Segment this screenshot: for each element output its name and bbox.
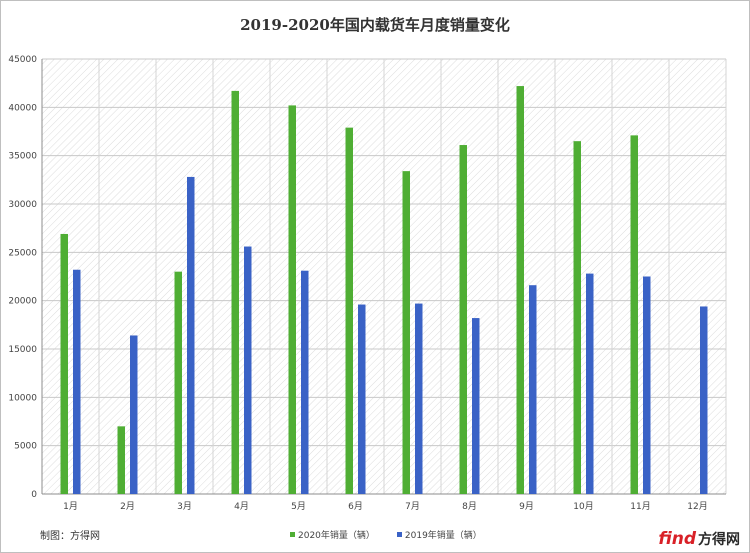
y-tick-label: 15000 (8, 345, 37, 355)
bar-2019-9 (529, 285, 537, 494)
legend-item-2020: 2020年销量（辆） (290, 528, 375, 541)
x-tick-label: 9月 (519, 501, 534, 512)
y-tick-label: 20000 (8, 297, 37, 307)
watermark-logo: find 方得网 (658, 529, 740, 549)
bar-2019-1 (73, 269, 81, 494)
bar-2019-8 (472, 318, 480, 494)
y-tick-label: 45000 (8, 55, 37, 65)
bar-2020-9 (516, 86, 524, 495)
y-tick-label: 10000 (8, 393, 37, 403)
x-tick-label: 3月 (177, 501, 192, 512)
bar-2020-2 (117, 426, 125, 494)
bar-2019-12 (700, 306, 708, 494)
bar-2019-5 (301, 270, 309, 494)
legend-item-2019: 2019年销量（辆） (396, 528, 482, 541)
x-tick-label: 8月 (462, 501, 477, 512)
bar-2020-6 (345, 127, 353, 494)
y-tick-label: 40000 (8, 103, 37, 113)
bar-2019-6 (358, 304, 366, 494)
watermark-brand-cn: 方得网 (698, 532, 740, 548)
legend-swatch-2019 (396, 532, 402, 537)
watermark-brand: find (658, 529, 696, 549)
bar-2019-4 (244, 246, 252, 494)
bar-2019-10 (586, 273, 594, 494)
source-label: 制图：方得网 (40, 531, 100, 542)
bar-2020-7 (402, 171, 410, 494)
x-tick-label: 7月 (405, 501, 420, 512)
bar-2019-2 (130, 335, 138, 494)
legend: 2020年销量（辆） 2019年销量（辆） (290, 528, 482, 541)
y-tick-label: 30000 (8, 200, 37, 210)
x-tick-label: 5月 (291, 501, 306, 512)
bar-2020-1 (60, 233, 68, 494)
legend-label-2019: 2019年销量（辆） (404, 531, 482, 541)
y-tick-label: 0 (31, 490, 37, 500)
y-tick-label: 5000 (14, 442, 37, 452)
x-tick-label: 4月 (234, 501, 249, 512)
bar-2020-5 (288, 105, 296, 495)
legend-swatch-2020 (290, 532, 295, 537)
bar-2020-4 (231, 90, 239, 495)
x-tick-label: 11月 (630, 501, 650, 512)
bar-2020-10 (573, 141, 581, 494)
bar-2020-3 (174, 271, 182, 494)
x-tick-label: 6月 (348, 501, 363, 512)
legend-label-2020: 2020年销量（辆） (298, 531, 375, 541)
bar-2019-3 (187, 176, 195, 494)
x-tick-label: 12月 (687, 501, 707, 512)
y-tick-label: 35000 (8, 152, 37, 162)
chart-title: 2019-2020年国内载货车月度销量变化 (240, 16, 510, 34)
bar-2019-7 (415, 303, 423, 494)
bar-2020-11 (630, 135, 638, 494)
x-tick-label: 1月 (63, 501, 78, 512)
x-tick-label: 2月 (120, 501, 135, 512)
bar-2019-11 (643, 276, 651, 494)
x-tick-label: 10月 (573, 501, 593, 512)
bar-2020-8 (459, 145, 467, 495)
y-tick-label: 25000 (8, 248, 37, 258)
